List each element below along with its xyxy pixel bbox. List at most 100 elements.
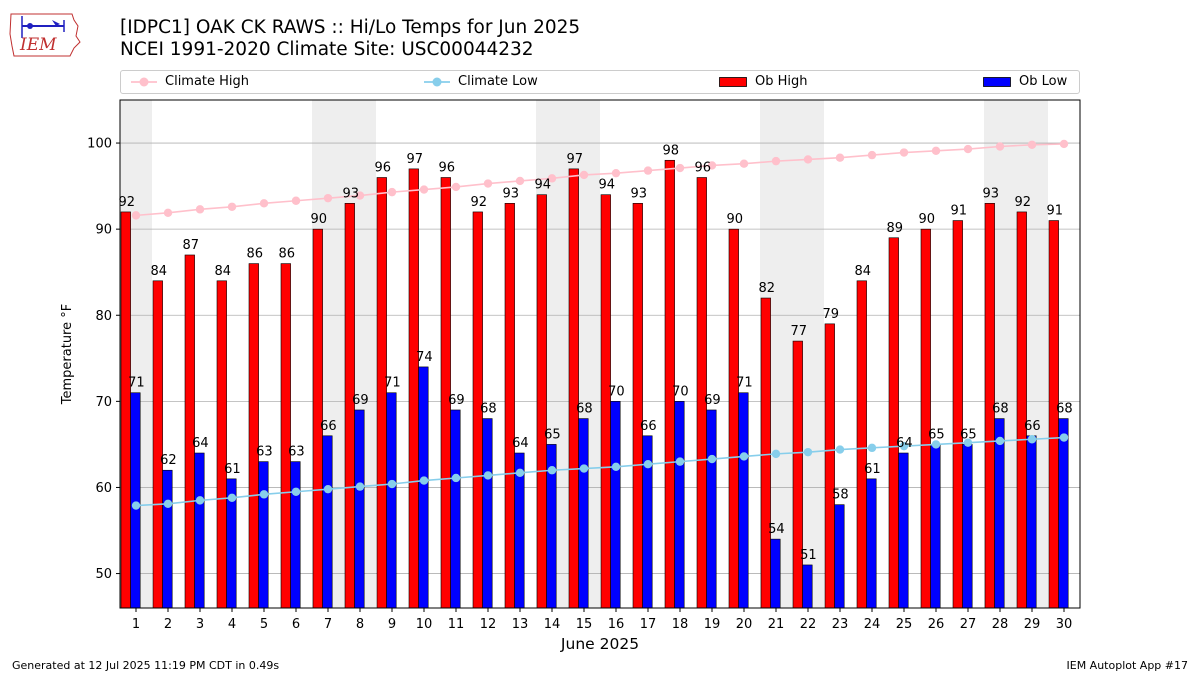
- ob-low-bar: [770, 538, 781, 609]
- ob-high-label: 93: [631, 186, 648, 201]
- x-axis-label: June 2025: [560, 635, 639, 653]
- x-tick-label: 12: [480, 617, 497, 632]
- climate-low-point: [355, 482, 365, 491]
- climate-low-point: [899, 441, 909, 451]
- climate-low-point: [1027, 435, 1037, 444]
- ob-low-bar: [866, 478, 877, 609]
- climate-high-point: [899, 148, 909, 157]
- ob-high-label: 89: [887, 221, 904, 236]
- climate-high-point: [483, 179, 493, 188]
- ob-high-label: 91: [951, 204, 968, 219]
- climate-low-point: [675, 457, 685, 466]
- ob-low-label: 65: [544, 427, 561, 442]
- ob-high-label: 90: [727, 212, 744, 227]
- ob-high-bar: [760, 297, 771, 609]
- ob-low-label: 66: [1024, 419, 1041, 434]
- ob-low-bar: [738, 392, 749, 609]
- ob-low-label: 61: [224, 462, 241, 477]
- title-line-1: [IDPC1] OAK CK RAWS :: Hi/Lo Temps for J…: [120, 17, 581, 38]
- ob-high-label: 94: [599, 178, 616, 193]
- ob-high-bar: [856, 280, 867, 609]
- chart-title: [IDPC1] OAK CK RAWS :: Hi/Lo Temps for J…: [120, 17, 580, 61]
- climate-low-point: [963, 438, 973, 447]
- ob-low-bar: [162, 469, 173, 609]
- climate-high-point: [291, 196, 301, 205]
- ob-high-label: 84: [855, 264, 872, 279]
- climate-low-point: [419, 476, 429, 485]
- ob-high-bar: [280, 263, 291, 609]
- climate-low-point: [835, 445, 845, 454]
- x-tick-label: 20: [736, 617, 753, 632]
- climate-high-point: [387, 187, 397, 197]
- ob-low-label: 65: [928, 427, 945, 442]
- ob-high-label: 79: [823, 307, 840, 322]
- climate-low-point: [387, 479, 397, 489]
- ob-high-bar: [920, 228, 931, 609]
- y-tick-label: 60: [95, 481, 112, 496]
- legend-label: Climate Low: [458, 74, 538, 89]
- ob-low-label: 68: [576, 402, 593, 417]
- ob-high-label: 84: [151, 264, 168, 279]
- x-tick-label: 9: [388, 617, 396, 632]
- ob-low-label: 64: [512, 436, 529, 451]
- generated-timestamp: Generated at 12 Jul 2025 11:19 PM CDT in…: [12, 659, 280, 672]
- climate-high-point: [675, 163, 685, 173]
- climate-high-point: [195, 205, 205, 214]
- ob-low-bar: [290, 461, 301, 609]
- ob-low-bar: [578, 418, 589, 609]
- ob-low-bar: [258, 461, 269, 609]
- climate-low-point: [547, 466, 557, 475]
- ob-low-label: 69: [448, 393, 465, 408]
- ob-high-label: 93: [343, 186, 360, 201]
- y-tick-label: 70: [95, 395, 112, 410]
- climate-low-point: [163, 499, 173, 509]
- ob-low-label: 68: [480, 402, 497, 417]
- climate-low-point: [803, 447, 813, 457]
- climate-low-point: [515, 468, 525, 478]
- ob-high-label: 87: [183, 238, 200, 253]
- climate-low-point: [707, 454, 717, 464]
- ob-low-bar: [930, 444, 941, 609]
- x-tick-label: 27: [960, 617, 977, 632]
- ob-high-label: 93: [983, 186, 1000, 201]
- climate-low-point: [291, 487, 301, 496]
- ob-low-label: 51: [800, 548, 817, 563]
- x-tick-label: 29: [1024, 617, 1041, 632]
- ob-high-label: 92: [471, 195, 488, 210]
- ob-high-bar: [216, 280, 227, 609]
- logo-text: IEM: [19, 35, 57, 55]
- ob-low-label: 58: [832, 488, 849, 503]
- ob-low-bar: [1058, 418, 1069, 609]
- ob-high-bar: [824, 323, 835, 609]
- climate-high-point: [131, 211, 141, 220]
- ob-high-bar: [600, 194, 611, 609]
- ob-high-bar: [152, 280, 163, 609]
- x-tick-label: 22: [800, 617, 817, 632]
- climate-high-point: [835, 153, 845, 162]
- ob-low-bar: [1026, 435, 1037, 609]
- ob-low-bar: [802, 564, 813, 609]
- ob-low-label: 63: [288, 445, 305, 460]
- x-tick-label: 16: [608, 617, 625, 632]
- legend-label: Climate High: [165, 74, 250, 89]
- ob-low-bar: [898, 452, 909, 609]
- y-tick-label: 90: [95, 223, 112, 238]
- ob-low-label: 70: [672, 384, 689, 399]
- ob-high-bar: [632, 203, 643, 609]
- ob-low-bar: [450, 409, 461, 609]
- iem-logo: IEM: [8, 6, 84, 64]
- legend-climate-low: Climate Low: [424, 74, 538, 90]
- climate-low-point: [483, 471, 493, 480]
- ob-low-bar: [994, 418, 1005, 609]
- ob-high-label: 86: [279, 247, 296, 262]
- climate-low-point: [611, 462, 621, 471]
- x-tick-label: 23: [832, 617, 849, 632]
- ob-low-bar: [674, 401, 685, 609]
- x-tick-label: 18: [672, 617, 689, 632]
- climate-high-point: [739, 159, 749, 168]
- ob-high-bar: [952, 220, 963, 609]
- ob-high-label: 97: [407, 152, 424, 167]
- x-tick-label: 4: [228, 617, 236, 632]
- ob-high-bar: [248, 263, 259, 609]
